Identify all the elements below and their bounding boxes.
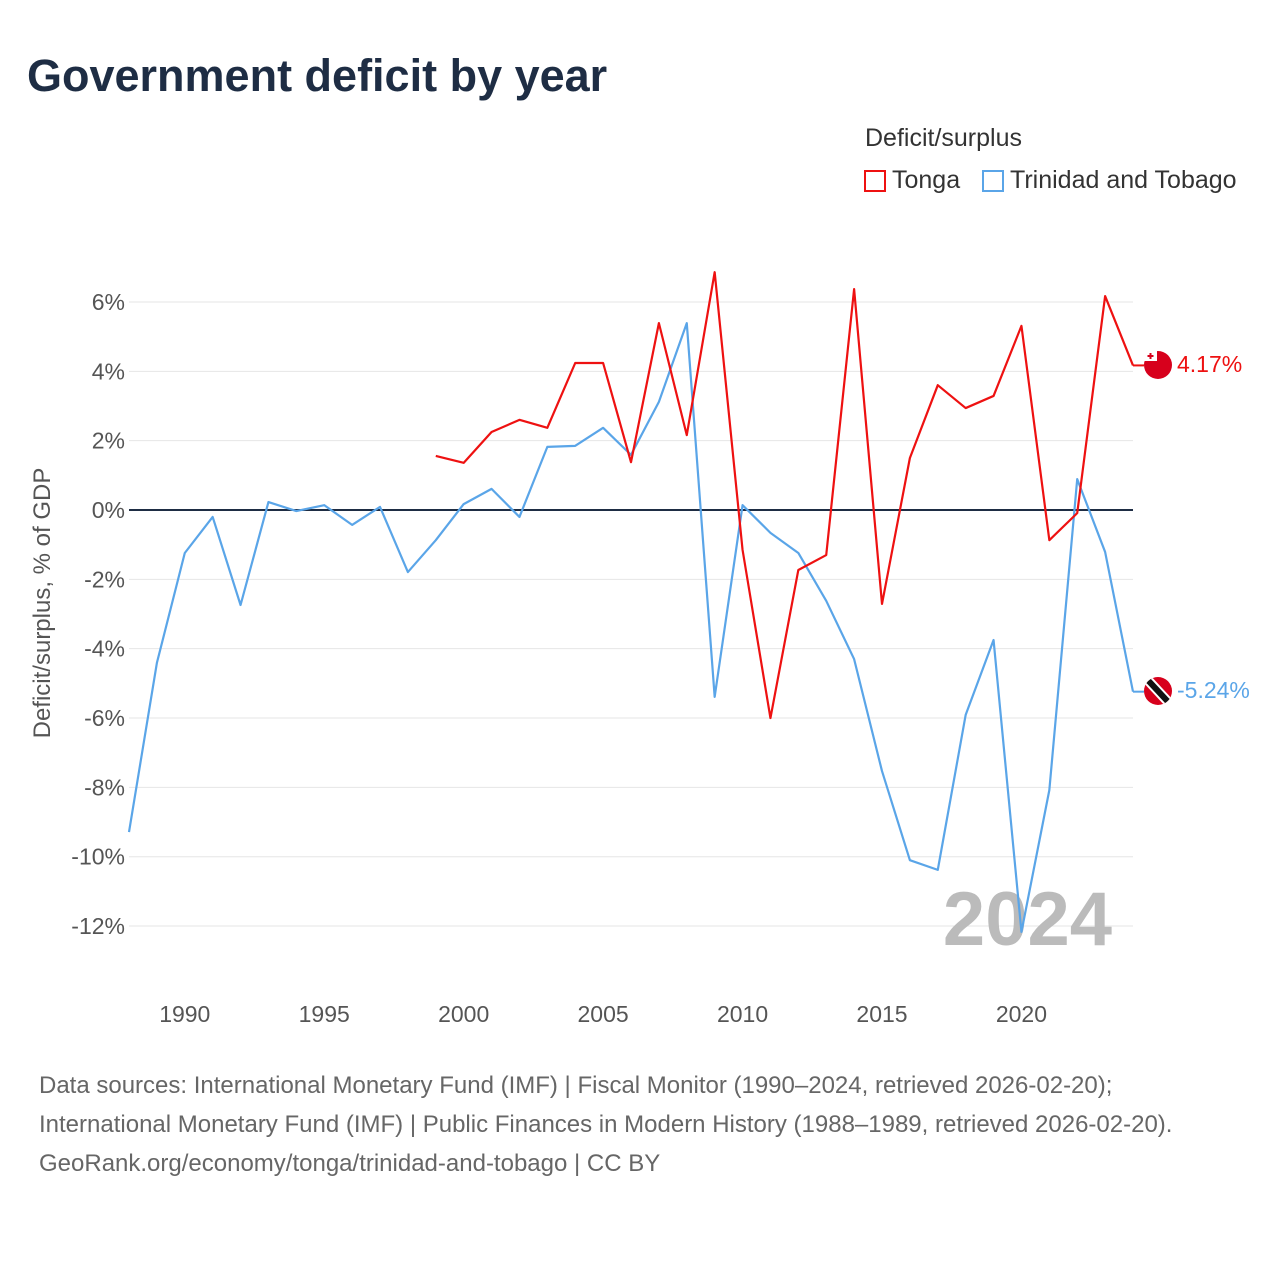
year-watermark: 2024 xyxy=(943,877,1112,962)
data-point[interactable] xyxy=(906,454,914,462)
data-point[interactable] xyxy=(460,500,468,508)
data-point[interactable] xyxy=(1101,292,1109,300)
data-point[interactable] xyxy=(850,285,858,293)
series-line-trinidad-and-tobago xyxy=(127,322,1135,934)
y-tick-label: 0% xyxy=(92,497,125,523)
y-tick-label: -4% xyxy=(84,636,125,662)
trinidad-flag-icon xyxy=(1144,677,1172,705)
x-tick-label: 2000 xyxy=(438,1001,489,1027)
chart-title: Government deficit by year xyxy=(27,50,608,101)
data-point[interactable] xyxy=(209,513,217,521)
data-point[interactable] xyxy=(766,529,774,537)
data-point[interactable] xyxy=(655,398,663,406)
data-point[interactable] xyxy=(432,536,440,544)
data-point[interactable] xyxy=(794,549,802,557)
data-point[interactable] xyxy=(432,452,440,460)
data-point[interactable] xyxy=(543,424,551,432)
tonga-flag-icon xyxy=(1144,351,1172,379)
footer: Data sources: International Monetary Fun… xyxy=(39,1066,1239,1183)
data-point[interactable] xyxy=(794,566,802,574)
data-point[interactable] xyxy=(292,507,300,515)
data-point[interactable] xyxy=(488,428,496,436)
data-point[interactable] xyxy=(571,359,579,367)
y-tick-label: 2% xyxy=(92,428,125,454)
y-axis-label: Deficit/surplus, % of GDP xyxy=(29,468,56,739)
data-point[interactable] xyxy=(822,551,830,559)
data-point[interactable] xyxy=(153,659,161,667)
data-point[interactable] xyxy=(878,600,886,608)
y-tick-label: -10% xyxy=(71,844,125,870)
y-tick-label: 4% xyxy=(92,358,125,384)
data-point[interactable] xyxy=(125,828,133,836)
data-point[interactable] xyxy=(822,597,830,605)
data-point[interactable] xyxy=(739,546,747,554)
data-point[interactable] xyxy=(376,503,384,511)
plot-area: 6% 4% 2% 0% -2% -4% -6% -8% -10% -12% 1990 1995 2000… xyxy=(29,268,1250,1027)
data-point[interactable] xyxy=(990,392,998,400)
legend-swatch xyxy=(982,169,1004,192)
data-point[interactable] xyxy=(850,655,858,663)
data-point[interactable] xyxy=(237,601,245,609)
y-tick-label: -6% xyxy=(84,705,125,731)
data-sources: Data sources: International Monetary Fun… xyxy=(39,1072,1173,1138)
trinidad-end-label: -5.24% xyxy=(1177,677,1250,703)
data-point[interactable] xyxy=(878,767,886,775)
data-point[interactable] xyxy=(1073,475,1081,483)
data-point[interactable] xyxy=(348,521,356,529)
x-tick-label: 2005 xyxy=(578,1001,629,1027)
data-point[interactable] xyxy=(515,416,523,424)
data-point[interactable] xyxy=(906,856,914,864)
data-point[interactable] xyxy=(1073,509,1081,517)
x-tick-label: 2015 xyxy=(856,1001,907,1027)
legend-label: Tonga xyxy=(892,166,961,194)
data-point[interactable] xyxy=(1101,548,1109,556)
data-point[interactable] xyxy=(990,636,998,644)
y-tick-label: -8% xyxy=(84,774,125,800)
data-point[interactable] xyxy=(320,501,328,509)
data-point[interactable] xyxy=(181,549,189,557)
x-tick-label: 2010 xyxy=(717,1001,768,1027)
data-point[interactable] xyxy=(571,442,579,450)
data-point[interactable] xyxy=(655,319,663,327)
data-point[interactable] xyxy=(711,693,719,701)
data-point[interactable] xyxy=(543,443,551,451)
data-point[interactable] xyxy=(934,381,942,389)
data-point[interactable] xyxy=(962,404,970,412)
data-point[interactable] xyxy=(1045,786,1053,794)
data-point[interactable] xyxy=(515,513,523,521)
legend-title: Deficit/surplus xyxy=(865,124,1022,152)
x-tick-label: 2020 xyxy=(996,1001,1047,1027)
data-point[interactable] xyxy=(739,501,747,509)
data-point[interactable] xyxy=(1045,536,1053,544)
legend-item-trinidad[interactable]: Trinidad and Tobago xyxy=(982,166,1237,195)
x-tick-label: 1990 xyxy=(159,1001,210,1027)
tonga-end-label: 4.17% xyxy=(1177,351,1242,377)
data-point[interactable] xyxy=(460,459,468,467)
data-point[interactable] xyxy=(711,268,719,276)
data-point[interactable] xyxy=(599,424,607,432)
data-point[interactable] xyxy=(962,711,970,719)
data-point[interactable] xyxy=(934,866,942,874)
data-point[interactable] xyxy=(264,498,272,506)
y-tick-label: -12% xyxy=(71,913,125,939)
data-point[interactable] xyxy=(599,359,607,367)
y-tick-label: 6% xyxy=(92,289,125,315)
legend-swatch xyxy=(864,169,886,192)
data-point[interactable] xyxy=(683,431,691,439)
y-tick-label: -2% xyxy=(84,566,125,592)
series-line-tonga xyxy=(435,271,1135,720)
data-point[interactable] xyxy=(404,568,412,576)
data-point[interactable] xyxy=(1017,322,1025,330)
data-point[interactable] xyxy=(1017,928,1025,936)
legend-item-tonga[interactable]: Tonga xyxy=(864,166,960,195)
x-tick-label: 1995 xyxy=(299,1001,350,1027)
data-point[interactable] xyxy=(488,485,496,493)
legend-label: Trinidad and Tobago xyxy=(1010,166,1237,194)
data-point[interactable] xyxy=(627,458,635,466)
credit-link[interactable]: GeoRank.org/economy/tonga/trinidad-and-t… xyxy=(39,1150,661,1177)
data-point[interactable] xyxy=(766,714,774,722)
data-point[interactable] xyxy=(683,319,691,327)
